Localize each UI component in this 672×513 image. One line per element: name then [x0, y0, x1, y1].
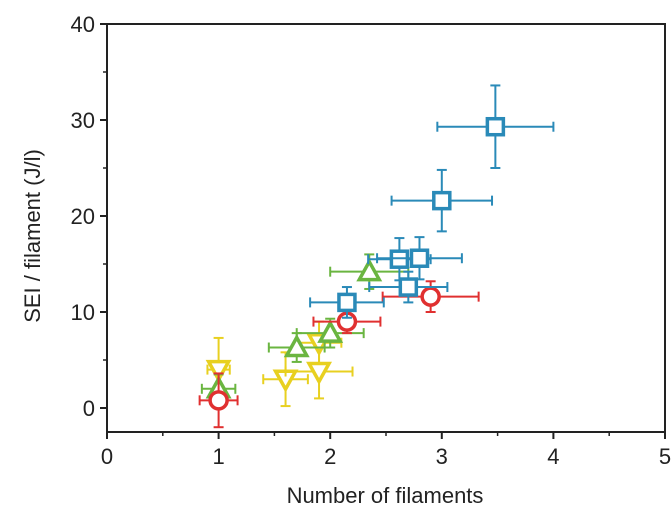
- triangle-down-marker: [306, 361, 333, 386]
- data-point-square: [436, 84, 555, 169]
- y-axis-ticks: 0 10 20 30 40: [71, 12, 107, 421]
- plot-frame: [106, 23, 666, 433]
- triangle-down-marker: [205, 359, 232, 384]
- data-point-triangle-up: [329, 253, 410, 290]
- circle-marker: [420, 286, 441, 307]
- circle-marker: [208, 390, 229, 411]
- data-point-square: [368, 270, 449, 304]
- x-axis-ticks: 0 1 2 3 4 5: [101, 432, 671, 469]
- square-marker: [432, 190, 452, 211]
- data-point-circle: [198, 372, 239, 429]
- data-point-square: [309, 286, 385, 319]
- x-tick-label: 2: [324, 444, 336, 469]
- triangle-up-marker: [356, 258, 383, 282]
- data-marks: [198, 84, 555, 429]
- plot-border: [106, 23, 666, 433]
- data-point-triangle-up: [295, 317, 365, 349]
- square-marker: [398, 277, 419, 297]
- y-tick-label: 40: [71, 12, 95, 37]
- data-point-square: [390, 168, 494, 233]
- x-axis-label: Number of filaments: [287, 483, 484, 508]
- y-axis-label: SEI / filament (J/l): [20, 149, 45, 323]
- y-tick-label: 10: [71, 300, 95, 325]
- x-tick-label: 5: [659, 444, 671, 469]
- data-point-square: [376, 236, 463, 281]
- x-tick-label: 4: [547, 444, 559, 469]
- x-tick-label: 0: [101, 444, 113, 469]
- x-tick-label: 1: [212, 444, 224, 469]
- y-tick-label: 0: [83, 396, 95, 421]
- square-marker: [337, 292, 357, 313]
- y-tick-label: 30: [71, 108, 95, 133]
- y-tick-label: 20: [71, 204, 95, 229]
- data-point-triangle-down: [205, 336, 232, 403]
- square-marker: [485, 116, 506, 137]
- data-point-circle: [381, 280, 480, 313]
- data-point-triangle-down: [262, 351, 309, 408]
- triangle-up-marker: [283, 333, 310, 358]
- x-tick-label: 3: [436, 444, 448, 469]
- square-marker: [409, 248, 430, 268]
- triangle-up-marker: [317, 319, 344, 343]
